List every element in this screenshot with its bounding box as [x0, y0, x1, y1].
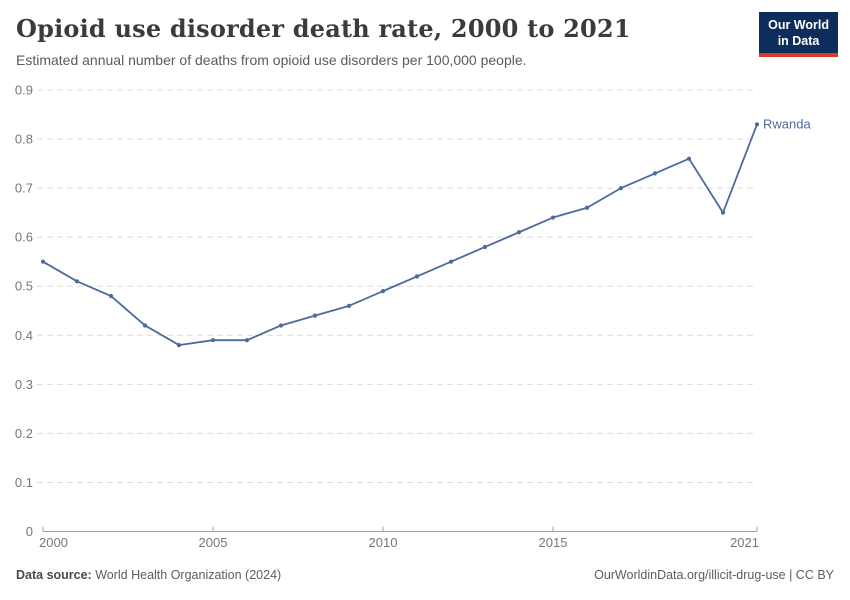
data-point[interactable]: [550, 215, 556, 220]
y-tick-label: 0.7: [15, 181, 33, 196]
data-point[interactable]: [312, 313, 318, 318]
chart-footer: Data source: World Health Organization (…: [16, 568, 834, 582]
data-point[interactable]: [142, 323, 148, 328]
x-tick-label: 2000: [39, 535, 68, 550]
data-source-note: Data source: World Health Organization (…: [16, 568, 281, 582]
owid-logo-line1: Our World: [768, 18, 829, 32]
x-tick-label: 2010: [369, 535, 398, 550]
data-point[interactable]: [482, 244, 488, 250]
data-source-label: Data source:: [16, 568, 92, 582]
x-tick-label: 2015: [539, 535, 568, 550]
y-tick-label: 0.8: [15, 132, 33, 147]
data-point[interactable]: [618, 186, 624, 191]
data-point[interactable]: [380, 289, 386, 294]
data-point[interactable]: [176, 342, 182, 348]
data-point[interactable]: [210, 338, 216, 343]
series-label[interactable]: Rwanda: [763, 116, 811, 131]
data-point[interactable]: [40, 259, 46, 264]
y-tick-label: 0.1: [15, 475, 33, 490]
data-point[interactable]: [108, 293, 114, 299]
page-title: Opioid use disorder death rate, 2000 to …: [16, 14, 631, 43]
data-point[interactable]: [244, 338, 250, 343]
license-credit: OurWorldinData.org/illicit-drug-use | CC…: [594, 568, 834, 582]
data-point[interactable]: [584, 205, 590, 210]
y-tick-label: 0.4: [15, 328, 33, 343]
y-tick-label: 0.6: [15, 230, 33, 245]
data-point[interactable]: [414, 274, 420, 279]
data-point[interactable]: [516, 230, 522, 235]
chart-subtitle: Estimated annual number of deaths from o…: [16, 52, 527, 68]
y-tick-label: 0: [26, 524, 33, 539]
data-point[interactable]: [686, 156, 692, 161]
y-tick-label: 0.2: [15, 426, 33, 441]
data-point[interactable]: [754, 122, 760, 127]
data-point[interactable]: [448, 259, 454, 264]
data-point[interactable]: [346, 303, 352, 308]
x-tick-label: 2021: [730, 535, 759, 550]
owid-logo[interactable]: Our World in Data: [759, 12, 838, 58]
data-point[interactable]: [74, 279, 80, 284]
x-tick-label: 2005: [199, 535, 228, 550]
series-line[interactable]: [42, 124, 758, 346]
y-tick-label: 0.9: [15, 83, 33, 98]
y-tick-label: 0.3: [15, 377, 33, 392]
data-point[interactable]: [652, 171, 658, 176]
data-point[interactable]: [720, 210, 726, 215]
y-tick-label: 0.5: [15, 279, 33, 294]
data-source-value: World Health Organization (2024): [91, 568, 282, 582]
owid-logo-line2: in Data: [777, 33, 820, 48]
data-point[interactable]: [278, 323, 284, 328]
